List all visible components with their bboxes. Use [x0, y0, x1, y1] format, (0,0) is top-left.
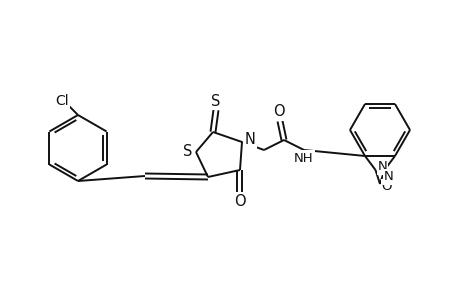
Text: S: S — [211, 94, 220, 109]
Text: Cl: Cl — [55, 94, 69, 108]
Text: S: S — [183, 145, 192, 160]
Text: O: O — [381, 181, 392, 194]
Text: O: O — [234, 194, 245, 208]
Text: N: N — [383, 170, 392, 184]
Text: N: N — [377, 160, 386, 173]
Text: N: N — [244, 133, 255, 148]
Text: NH: NH — [294, 152, 313, 164]
Text: O: O — [273, 104, 284, 119]
